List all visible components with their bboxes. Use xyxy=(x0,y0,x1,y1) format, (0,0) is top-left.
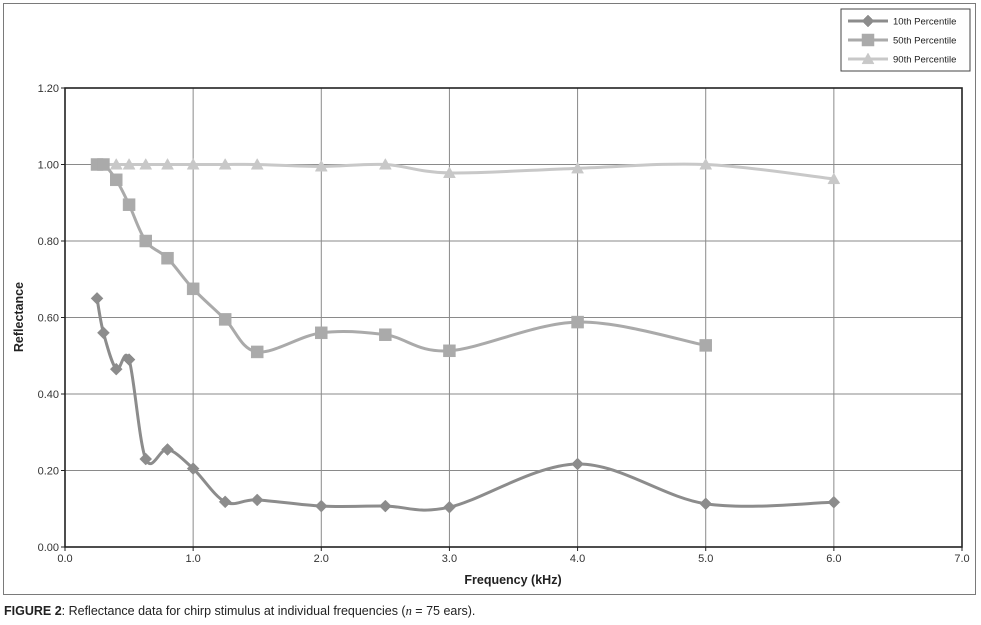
data-point-diamond xyxy=(90,292,104,305)
x-tick-label: 7.0 xyxy=(954,553,969,565)
series-line xyxy=(95,162,836,181)
data-point-diamond xyxy=(379,499,392,513)
data-point-diamond xyxy=(161,443,174,456)
data-point-square xyxy=(315,326,328,340)
legend-entry: 90th Percentile xyxy=(848,52,956,66)
data-point-diamond xyxy=(314,499,328,513)
data-point-triangle xyxy=(109,157,123,170)
y-tick-label: 1.20 xyxy=(38,83,59,95)
tick-layer: 0.0 1.0 2.0 3.0 4.0 5.0 6.0 7.0 0.00 0.20 0.40 0.60… xyxy=(38,83,970,565)
y-tick-label: 0.00 xyxy=(38,542,59,554)
legend-marker-square xyxy=(861,33,875,47)
legend-label: 90th Percentile xyxy=(893,55,956,66)
data-point-square xyxy=(699,339,712,352)
x-tick-label: 4.0 xyxy=(570,553,585,565)
legend-marker-diamond xyxy=(861,14,875,28)
x-tick-label: 5.0 xyxy=(698,553,713,565)
data-point-diamond xyxy=(122,353,136,366)
x-tick-label: 2.0 xyxy=(314,553,329,565)
series-1 xyxy=(90,292,841,514)
y-tick-label: 0.20 xyxy=(38,466,59,478)
data-point-diamond xyxy=(139,452,153,466)
chart: 0.0 1.0 2.0 3.0 4.0 5.0 6.0 7.0 0.00 0.20 0.40 0.60… xyxy=(12,8,971,587)
x-tick-label: 3.0 xyxy=(442,553,457,565)
series-layer xyxy=(90,157,841,514)
caption-label: FIGURE 2 xyxy=(4,604,62,618)
data-point-square xyxy=(110,173,123,187)
x-tick-label: 1.0 xyxy=(185,553,200,565)
figure-frame xyxy=(3,3,976,595)
data-point-triangle xyxy=(250,157,264,170)
data-point-diamond xyxy=(218,495,232,509)
y-axis-title: Reflectance xyxy=(12,282,26,352)
legend-entry: 10th Percentile xyxy=(848,14,956,28)
data-point-square xyxy=(186,282,200,296)
y-tick-label: 0.60 xyxy=(38,313,59,325)
data-point-triangle xyxy=(443,166,456,178)
data-point-square xyxy=(161,251,174,265)
x-axis-title: Frequency (kHz) xyxy=(464,573,561,587)
data-point-diamond xyxy=(699,497,713,511)
data-point-triangle xyxy=(314,159,328,172)
x-tick-label: 6.0 xyxy=(826,553,841,565)
data-point-triangle xyxy=(186,157,200,170)
caption-text-before: : Reflectance data for chirp stimulus at… xyxy=(61,604,406,618)
data-point-triangle xyxy=(571,161,584,174)
figure-caption: FIGURE 2: Reflectance data for chirp sti… xyxy=(4,604,475,619)
series-2 xyxy=(90,158,712,359)
data-point-diamond xyxy=(250,493,264,507)
y-tick-label: 1.00 xyxy=(38,160,59,172)
data-point-triangle xyxy=(122,157,136,170)
y-tick-label: 0.40 xyxy=(38,389,59,401)
data-point-square xyxy=(443,344,456,358)
data-point-diamond xyxy=(109,362,123,376)
data-point-triangle xyxy=(218,157,232,170)
legend-marker-triangle xyxy=(861,52,875,65)
data-point-triangle xyxy=(139,157,153,170)
legend-entry: 50th Percentile xyxy=(848,33,956,47)
data-point-square xyxy=(97,158,110,171)
data-point-triangle xyxy=(827,172,841,185)
data-point-triangle xyxy=(161,157,174,170)
data-point-diamond xyxy=(97,326,110,340)
data-point-diamond xyxy=(186,462,200,475)
data-point-diamond xyxy=(571,457,584,471)
data-point-square xyxy=(139,234,152,248)
data-point-triangle xyxy=(378,157,392,170)
data-point-square xyxy=(250,345,264,359)
legend: 10th Percentile 50th Percentile 90th Perce… xyxy=(840,8,971,72)
y-tick-label: 0.80 xyxy=(38,236,59,248)
series-line xyxy=(95,296,836,512)
data-point-triangle xyxy=(699,157,713,170)
caption-n-symbol: n xyxy=(405,604,412,618)
data-point-square xyxy=(122,198,136,211)
data-point-square xyxy=(379,328,392,341)
legend-label: 50th Percentile xyxy=(893,36,956,47)
caption-text-after: = 75 ears). xyxy=(411,604,476,618)
data-point-square xyxy=(571,315,584,329)
data-point-diamond xyxy=(827,495,841,509)
legend-label: 10th Percentile xyxy=(893,17,956,28)
data-point-square xyxy=(218,313,232,326)
x-tick-label: 0.0 xyxy=(57,553,72,565)
data-point-diamond xyxy=(443,500,456,514)
